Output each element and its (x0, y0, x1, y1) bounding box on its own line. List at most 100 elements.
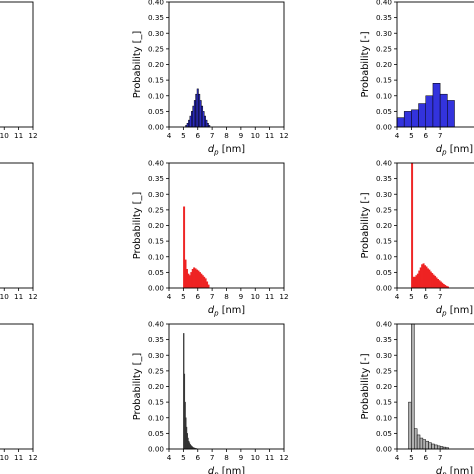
bar-r1c3-4 (425, 95, 434, 128)
bar-r3c3-9 (434, 444, 438, 450)
axes-frame-r1c1 (0, 1, 34, 128)
bar-r3c3-7 (428, 442, 432, 450)
ylabel-r1c3: Probability [-] (360, 31, 371, 97)
xtick-label-r3c2-3: 7 (210, 453, 215, 462)
ytick-label-r2c2-7: 0.35 (148, 174, 164, 183)
ytick-label-r1c3-0: 0.00 (376, 123, 392, 132)
ylabel-r2c3: Probability [-] (360, 192, 371, 258)
ytick-label-r3c2-1: 0.05 (148, 429, 164, 438)
xtick-label-r1c1-4: 11 (14, 131, 23, 140)
ylabel-r3c2: Probability [_] (132, 353, 143, 420)
ytick-label-r3c3-2: 0.10 (376, 413, 392, 422)
panel-r3c1: 789101112dp [nm] (0, 323, 38, 462)
xtick-label-r1c2-5: 9 (239, 131, 244, 140)
ytick-label-r1c3-7: 0.35 (376, 13, 392, 22)
xtick-label-r2c3-3: 7 (438, 292, 443, 301)
xtick-label-r1c2-2: 6 (195, 131, 200, 140)
ytick-label-r3c2-7: 0.35 (148, 335, 164, 344)
ytick-label-r2c3-1: 0.05 (376, 268, 392, 277)
xlabel-r3c2: dp [nm] (208, 466, 245, 474)
ytick-label-r2c2-3: 0.15 (148, 237, 164, 246)
xtick-label-r1c2-8: 12 (279, 131, 288, 140)
ytick-label-r3c3-1: 0.05 (376, 429, 392, 438)
xtick-label-r1c2-1: 5 (181, 131, 186, 140)
bar-r3c3-0 (408, 401, 412, 450)
ytick-label-r3c2-4: 0.20 (148, 382, 164, 391)
ytick-label-r1c2-1: 0.05 (148, 107, 164, 116)
xlabel-r3c3: dp [nm] (436, 466, 473, 474)
xtick-label-r3c2-2: 6 (195, 453, 200, 462)
xtick-label-r2c2-2: 6 (195, 292, 200, 301)
xtick-label-r3c3-0: 4 (395, 453, 400, 462)
bar-r1c3-5 (432, 83, 441, 128)
bar-r3c3-3 (416, 434, 421, 450)
ytick-label-r2c3-8: 0.40 (376, 159, 392, 168)
bar-r1c3-6 (439, 93, 448, 128)
ytick-label-r3c3-3: 0.15 (376, 398, 392, 407)
ytick-label-r1c2-6: 0.30 (148, 29, 164, 38)
ytick-label-r3c2-3: 0.15 (148, 398, 164, 407)
axes-frame-r3c1 (0, 323, 34, 450)
ytick-label-r2c2-4: 0.20 (148, 221, 164, 230)
panel-r2c3: 4 5 6 7 0.00 0.05 0.10 0.15 0.20 0.25 0.30 0.35 0.40… (360, 159, 474, 318)
xtick-label-r2c2-0: 4 (167, 292, 172, 301)
ytick-label-r3c3-5: 0.25 (376, 366, 392, 375)
ytick-label-r2c2-2: 0.10 (148, 252, 164, 261)
xtick-label-r2c2-1: 5 (181, 292, 186, 301)
xtick-label-r3c2-0: 4 (167, 453, 172, 462)
ytick-label-r1c3-8: 0.40 (376, 0, 392, 7)
ytick-label-r1c3-4: 0.20 (376, 60, 392, 69)
panel-r2c2: 4 5 6 7 8 9 10 11 12 0.00 0.05 0.10 0.15 0.20 0.25 0.30… (132, 159, 289, 318)
panel-r3c2: 4 5 6 7 8 9 10 11 12 0.00 0.05 0.10 0.15 0.20 0.25 0.30… (132, 320, 289, 474)
xtick-label-r1c2-6: 10 (251, 131, 261, 140)
panel-r3c3: 4 5 6 7 0.00 0.05 0.10 0.15 0.20 0.25 0.30 0.35 0.40… (360, 320, 474, 474)
bar-r3c3-6 (425, 440, 429, 450)
ytick-label-r2c3-0: 0.00 (376, 284, 392, 293)
ylabel-r3c3: Probability [-] (360, 353, 371, 419)
ytick-label-r3c3-4: 0.20 (376, 382, 392, 391)
xlabel-r1c3: dp [nm] (436, 144, 473, 157)
xtick-label-r1c2-4: 8 (224, 131, 229, 140)
xtick-label-r2c2-8: 12 (279, 292, 288, 301)
xtick-label-r1c2-0: 4 (167, 131, 172, 140)
panel-r2c1: 789101112dp [nm] (0, 162, 38, 301)
ytick-label-r2c3-7: 0.35 (376, 174, 392, 183)
bar-r3c3-4 (419, 437, 424, 450)
ytick-label-r1c2-5: 0.25 (148, 44, 164, 53)
xtick-label-r3c3-2: 6 (423, 453, 428, 462)
bar-r3c3-1 (411, 323, 415, 450)
xtick-label-r2c2-6: 10 (251, 292, 261, 301)
ytick-label-r1c3-1: 0.05 (376, 107, 392, 116)
ylabel-r2c2: Probability [_] (132, 192, 143, 259)
bar-r2c3-0 (411, 162, 414, 289)
xtick-label-r2c1-3: 10 (0, 292, 9, 301)
xtick-label-r1c3-1: 5 (409, 131, 414, 140)
xlabel-r1c2: dp [nm] (208, 144, 245, 157)
xtick-label-r2c3-0: 4 (395, 292, 400, 301)
bar-r1c3-1 (403, 111, 412, 128)
xtick-label-r3c1-4: 11 (14, 453, 23, 462)
ytick-label-r1c2-8: 0.40 (148, 0, 164, 7)
xlabel-r2c2: dp [nm] (208, 305, 245, 318)
ytick-label-r3c3-8: 0.40 (376, 320, 392, 329)
xtick-label-r2c2-7: 11 (265, 292, 274, 301)
bar-r1c3-0 (396, 117, 405, 128)
bar-r1c3-3 (418, 103, 426, 128)
bar-r3c3-10 (437, 445, 441, 450)
ytick-label-r3c2-5: 0.25 (148, 366, 164, 375)
ytick-label-r2c3-5: 0.25 (376, 205, 392, 214)
xtick-label-r1c2-7: 11 (265, 131, 274, 140)
ytick-label-r3c2-8: 0.40 (148, 320, 164, 329)
xtick-label-r2c3-1: 5 (409, 292, 414, 301)
xtick-label-r3c2-8: 12 (279, 453, 288, 462)
xtick-label-r1c3-0: 4 (395, 131, 400, 140)
ytick-label-r1c2-7: 0.35 (148, 13, 164, 22)
xtick-label-r1c1-3: 10 (0, 131, 9, 140)
ytick-label-r1c3-2: 0.10 (376, 91, 392, 100)
ytick-label-r1c3-3: 0.15 (376, 76, 392, 85)
axes-frame-r2c1 (0, 162, 34, 289)
ytick-label-r1c2-2: 0.10 (148, 91, 164, 100)
xtick-label-r1c1-5: 12 (28, 131, 37, 140)
ytick-label-r1c2-0: 0.00 (148, 123, 164, 132)
xtick-label-r3c2-6: 10 (251, 453, 261, 462)
